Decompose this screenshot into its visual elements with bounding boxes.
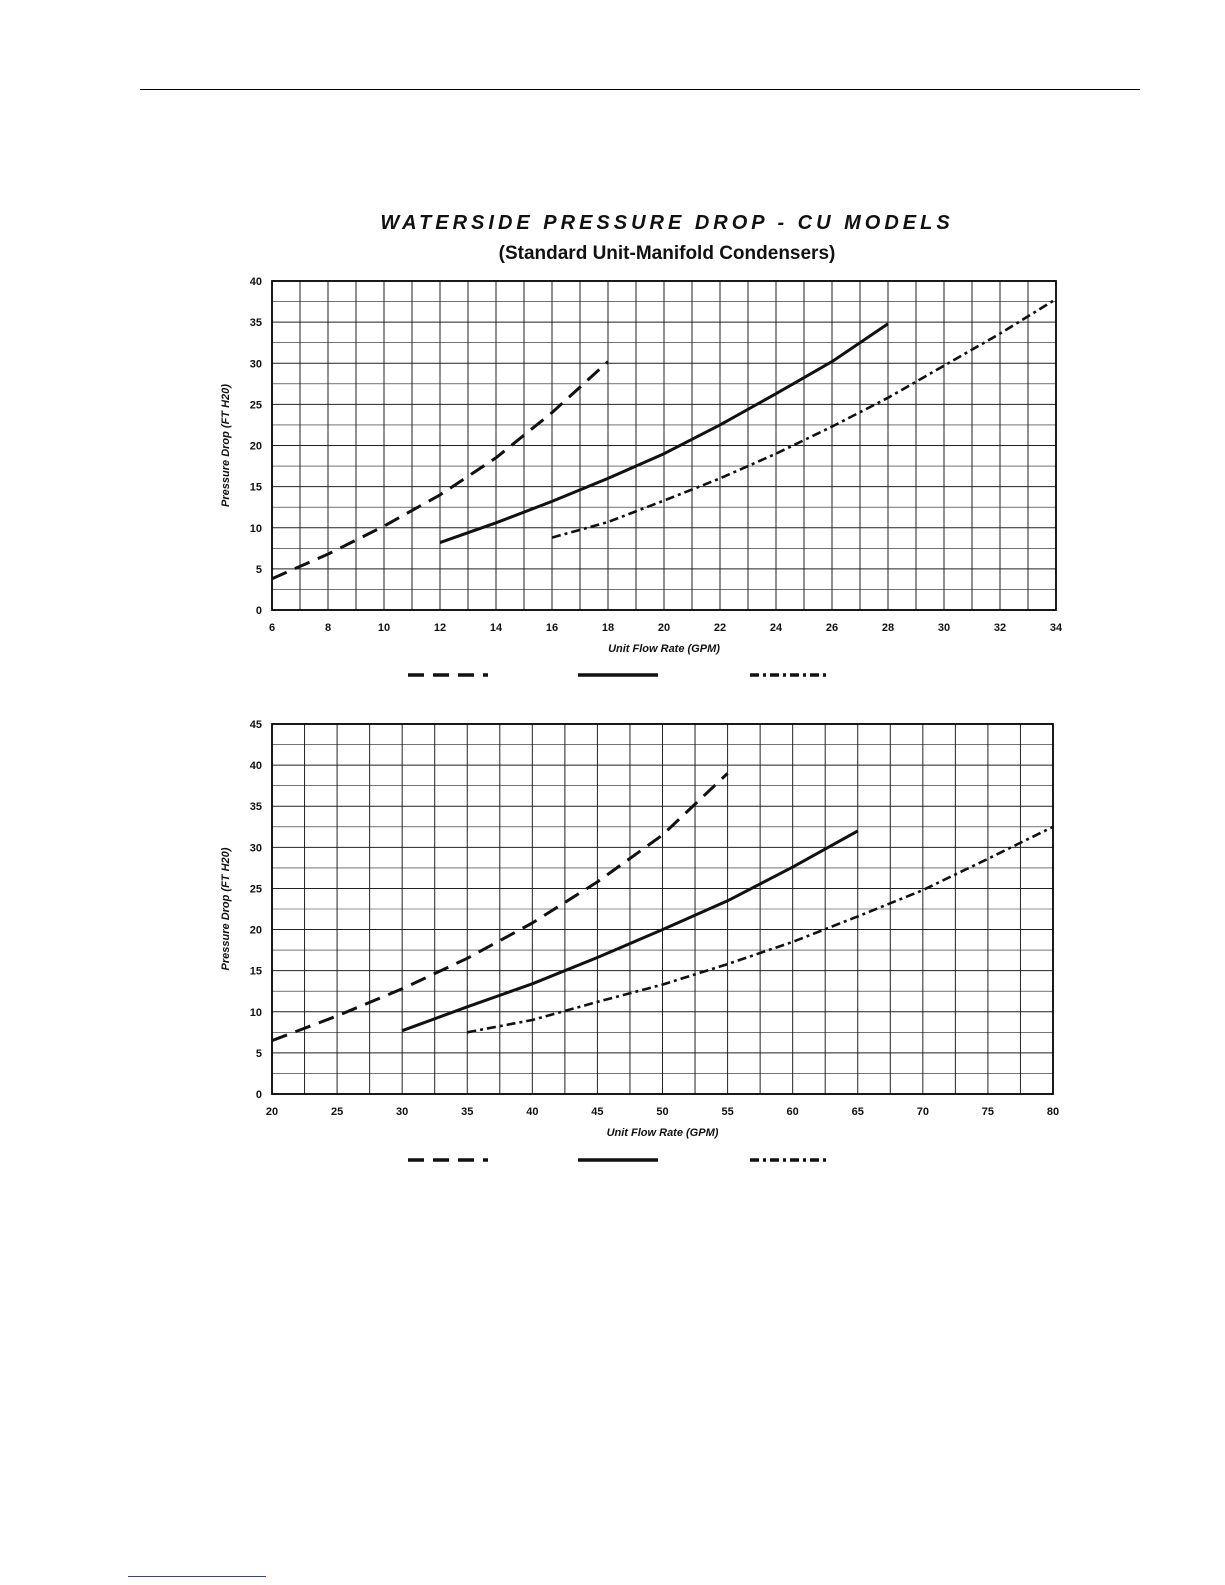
y-tick-label: 15 (250, 966, 262, 978)
chart-subtitle: (Standard Unit-Manifold Condensers) (498, 243, 836, 264)
y-tick-label: 25 (250, 399, 262, 411)
y-tick-label: 10 (250, 1007, 262, 1019)
plot-frame (271, 723, 1054, 1095)
x-tick-label: 40 (526, 1106, 538, 1118)
x-tick-label: 25 (331, 1106, 343, 1118)
series-line-dashed (271, 772, 729, 1043)
series-line-dash-dot (551, 297, 1057, 539)
x-tick-label: 10 (378, 622, 390, 634)
footer-rule (128, 1576, 266, 1577)
x-tick-label: 34 (1050, 622, 1063, 634)
x-tick-label: 65 (852, 1106, 864, 1118)
x-tick-label: 60 (787, 1106, 799, 1118)
x-tick-label: 22 (714, 622, 726, 634)
chart-title: WATERSIDE PRESSURE DROP - CU MODELS (380, 212, 954, 234)
chart-1: 6 8 10 12 14 16 18 20 22 24 26 28 30 32 34 0 5 10 15 20 25 30… (220, 276, 1063, 677)
x-tick-label: 50 (656, 1106, 668, 1118)
series-line-solid (439, 322, 889, 545)
x-tick-label: 80 (1047, 1106, 1059, 1118)
y-tick-label: 0 (256, 1089, 262, 1101)
x-tick-label: 35 (461, 1106, 473, 1118)
y-tick-label: 35 (250, 801, 262, 813)
x-tick-label: 70 (917, 1106, 929, 1118)
y-tick-label: 30 (250, 842, 262, 854)
x-tick-label: 75 (982, 1106, 994, 1118)
y-tick-label: 5 (256, 1048, 262, 1060)
y-tick-label: 40 (250, 760, 262, 772)
y-tick-label: 20 (250, 925, 262, 937)
x-axis-label: Unit Flow Rate (GPM) (608, 643, 720, 655)
x-tick-label: 16 (546, 622, 558, 634)
x-tick-label: 14 (490, 622, 503, 634)
y-tick-label: 25 (250, 883, 262, 895)
series-line-dash-dot (467, 825, 1054, 1034)
series-line-solid (401, 829, 859, 1033)
x-tick-label: 6 (269, 622, 275, 634)
y-tick-label: 40 (250, 276, 262, 288)
x-tick-label: 26 (826, 622, 838, 634)
y-axis-label: Pressure Drop (FT H20) (220, 847, 232, 970)
series-line-dashed (271, 360, 610, 581)
y-tick-label: 45 (250, 719, 262, 731)
x-tick-label: 20 (658, 622, 670, 634)
x-tick-label: 55 (721, 1106, 733, 1118)
x-tick-label: 8 (325, 622, 331, 634)
x-tick-label: 18 (602, 622, 614, 634)
y-tick-label: 5 (256, 564, 262, 576)
y-axis-label: Pressure Drop (FT H20) (220, 384, 232, 507)
header-rule (140, 89, 1140, 90)
x-tick-label: 32 (994, 622, 1006, 634)
x-tick-label: 30 (396, 1106, 408, 1118)
y-tick-label: 30 (250, 358, 262, 370)
x-tick-label: 28 (882, 622, 894, 634)
x-axis-label: Unit Flow Rate (GPM) (607, 1127, 719, 1139)
y-tick-label: 35 (250, 317, 262, 329)
x-tick-label: 12 (434, 622, 446, 634)
x-tick-label: 30 (938, 622, 950, 634)
x-tick-label: 24 (770, 622, 783, 634)
chart-2: 20 25 30 35 40 45 50 55 60 65 70 75 80 0 5 10 15 20 25 30 35… (220, 719, 1059, 1162)
grid (272, 724, 1053, 1094)
y-tick-label: 15 (250, 482, 262, 494)
plot-frame (271, 280, 1057, 611)
y-tick-label: 0 (256, 605, 262, 617)
x-tick-label: 45 (591, 1106, 603, 1118)
y-tick-label: 20 (250, 441, 262, 453)
y-tick-label: 10 (250, 523, 262, 535)
grid (272, 281, 1056, 610)
x-tick-label: 20 (266, 1106, 278, 1118)
